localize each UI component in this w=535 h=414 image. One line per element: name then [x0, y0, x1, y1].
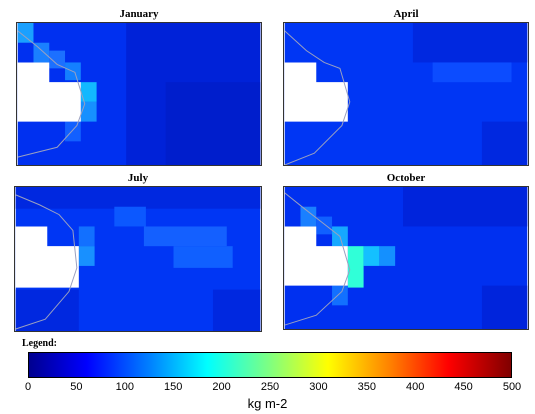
colorbar-gradient — [28, 352, 512, 378]
colorbar-tick-label: 400 — [406, 381, 425, 393]
colorbar-tick-label: 450 — [454, 381, 473, 393]
panel-title: January — [119, 8, 159, 20]
colorbar-tick-label: 500 — [502, 381, 522, 393]
colorbar-tick-label: 300 — [309, 381, 328, 393]
panel-october: October — [283, 172, 529, 330]
panel-july: July — [14, 172, 262, 332]
colorbar-units: kg m-2 — [247, 396, 288, 411]
colorbar-tick-label: 100 — [115, 381, 134, 393]
colorbar-tick-label: 250 — [260, 381, 280, 393]
colorbar-tick-label: 0 — [24, 381, 32, 393]
colorbar-tick-label: 150 — [164, 381, 183, 393]
colorbar-tick-label: 200 — [212, 381, 231, 393]
legend-label: Legend: — [22, 338, 57, 349]
colorbar: 0 50 100 150 200 250 300 350 400 450 500 — [25, 352, 521, 393]
map-july — [14, 186, 262, 332]
map-october — [283, 186, 529, 330]
panel-january: January — [16, 8, 262, 166]
panel-april: April — [283, 8, 529, 166]
colorbar-tick-label: 350 — [357, 381, 376, 393]
panel-title: April — [393, 8, 419, 20]
colorbar-tick-label: 50 — [70, 381, 83, 393]
panel-title: October — [386, 172, 426, 184]
map-april — [283, 22, 529, 166]
panel-title: July — [127, 172, 149, 184]
map-january — [16, 22, 262, 166]
